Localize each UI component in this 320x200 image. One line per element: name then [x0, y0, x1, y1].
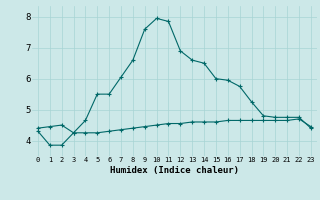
X-axis label: Humidex (Indice chaleur): Humidex (Indice chaleur) [110, 166, 239, 175]
